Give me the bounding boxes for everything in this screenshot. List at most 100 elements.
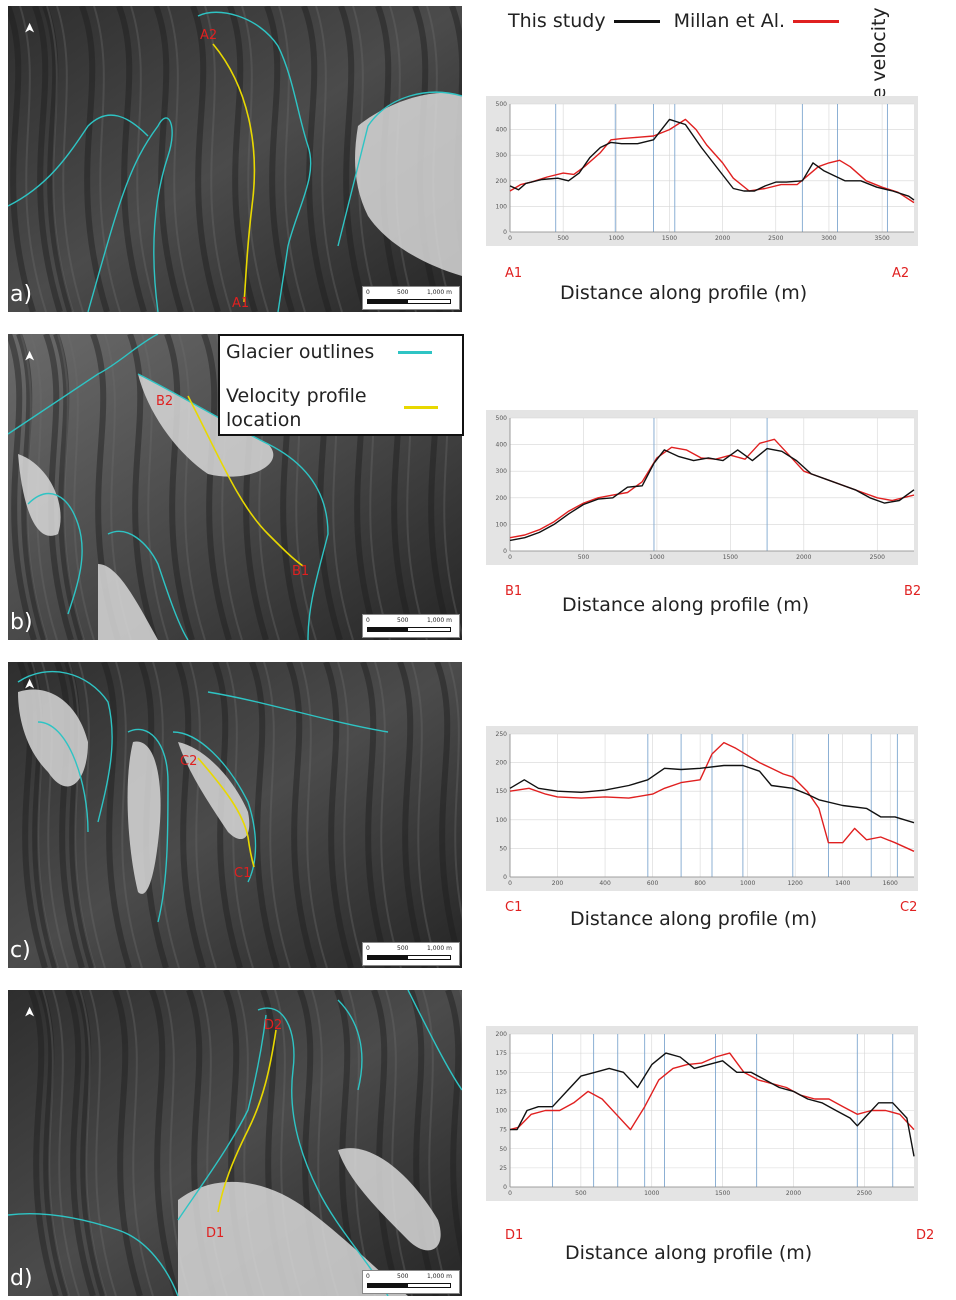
scale-bar: 0 500 1,000 m xyxy=(362,614,460,638)
snow-ice-area xyxy=(178,742,250,840)
x-tick-label: 2500 xyxy=(768,235,783,242)
scale-bar: 0 500 1,000 m xyxy=(362,286,460,310)
profile-end-label: A2 xyxy=(892,266,910,281)
terrain-ridge-light xyxy=(411,662,439,968)
scale-bar: 0 500 1,000 m xyxy=(362,1270,460,1294)
terrain-ridge-light xyxy=(52,990,80,1296)
y-tick-label: 200 xyxy=(496,760,508,767)
plot-area xyxy=(510,104,914,232)
scale-bar-white xyxy=(407,627,451,632)
terrain-ridge-light xyxy=(57,334,85,640)
x-tick-label: 3500 xyxy=(874,235,889,242)
terrain-ridge xyxy=(190,6,221,312)
y-tick-label: 500 xyxy=(496,415,508,422)
terrain-ridge xyxy=(32,6,63,312)
terrain-ridge-light xyxy=(42,990,70,1296)
profile-end-label: B2 xyxy=(904,584,922,599)
terrain-ridge xyxy=(149,990,180,1296)
terrain-ridge xyxy=(101,662,132,968)
x-tick-label: 2500 xyxy=(857,1190,872,1197)
terrain-ridge xyxy=(445,990,462,1267)
y-tick-label: 400 xyxy=(496,127,508,134)
glacier-outline xyxy=(8,1212,179,1296)
terrain-ridge-light xyxy=(46,6,74,312)
terrain-ridge xyxy=(79,6,110,312)
series-line-millan xyxy=(509,1052,915,1131)
series-line-millan xyxy=(509,118,915,204)
y-tick-label: 300 xyxy=(496,468,508,475)
glacier-outline xyxy=(127,728,169,923)
profile-start-label: A1 xyxy=(505,266,523,281)
x-tick-label: 1400 xyxy=(835,880,850,887)
x-tick-label: 500 xyxy=(557,235,569,242)
y-tick-label: 150 xyxy=(496,1069,508,1076)
y-tick-label: 75 xyxy=(499,1127,507,1134)
profile-end-label: D2 xyxy=(916,1228,935,1243)
x-tick-label: 800 xyxy=(694,880,706,887)
scale-bar-black xyxy=(367,955,407,960)
x-axis-label: Distance along profile (m) xyxy=(560,282,808,304)
glacier-outline xyxy=(337,91,462,247)
terrain-ridge xyxy=(264,6,295,312)
y-tick-label: 100 xyxy=(496,817,508,824)
terrain-ridge-light xyxy=(374,662,402,968)
x-tick-label: 1500 xyxy=(662,235,677,242)
terrain-ridge-light xyxy=(278,6,306,312)
terrain-ridge xyxy=(334,990,365,1296)
glacier-outline xyxy=(107,530,189,640)
satellite-map-d xyxy=(8,990,462,1296)
terrain-ridge-light xyxy=(79,990,107,1296)
snow-ice-area xyxy=(338,1148,441,1251)
y-tick-label: 100 xyxy=(496,1108,508,1115)
velocity-profile-line xyxy=(197,757,255,868)
y-tick-label: 400 xyxy=(496,442,508,449)
series-line-this-study xyxy=(509,447,915,542)
terrain-ridge xyxy=(301,6,332,312)
x-tick-label: 0 xyxy=(508,554,512,561)
x-tick-label: 1500 xyxy=(723,554,738,561)
glacier-outline xyxy=(137,373,329,640)
terrain-ridge xyxy=(127,334,158,640)
terrain-ridge xyxy=(64,662,95,968)
x-tick-label: 2000 xyxy=(786,1190,801,1197)
velocity-chart-b: 0 500 1000 1500 2000 2500 0 100 200 300 400 500 xyxy=(486,410,918,565)
y-tick-label: 150 xyxy=(496,788,508,795)
glacier-outline xyxy=(177,1014,267,1221)
series-line-this-study xyxy=(509,764,915,824)
terrain-ridge-light xyxy=(78,662,106,968)
scale-zero: 0 xyxy=(366,945,370,952)
glacier-outline xyxy=(172,731,257,883)
scale-mid: 500 xyxy=(397,617,409,624)
y-tick-label: 200 xyxy=(496,495,508,502)
terrain-ridge xyxy=(286,662,317,968)
terrain-ridge xyxy=(43,334,74,640)
scale-end: 1,000 m xyxy=(427,617,452,624)
glacier-outline xyxy=(27,493,83,615)
x-tick-label: 1500 xyxy=(715,1190,730,1197)
glacier-outline xyxy=(337,999,363,1091)
terrain-ridge-light xyxy=(448,662,462,921)
profile-end-label: C2 xyxy=(900,900,918,915)
map-legend-profile: Velocity profile location xyxy=(226,384,406,432)
scale-mid: 500 xyxy=(397,945,409,952)
terrain-ridge-light xyxy=(189,662,217,968)
legend-this-study-label: This study xyxy=(508,10,606,32)
snow-ice-area xyxy=(355,92,462,276)
terrain-ridge-light xyxy=(89,990,117,1296)
scale-mid: 500 xyxy=(397,1273,409,1280)
terrain-ridge-light xyxy=(300,662,328,968)
y-tick-label: 100 xyxy=(496,203,508,210)
terrain-ridge-light xyxy=(337,662,365,968)
series-line-this-study xyxy=(510,1052,915,1157)
terrain-ridge-light xyxy=(130,6,158,312)
y-tick-label: 125 xyxy=(496,1088,508,1095)
terrain-ridge xyxy=(227,6,258,312)
velocity-chart-d: 0 500 1000 1500 2000 2500 0 25 50 75 100 125 150 175 2… xyxy=(486,1026,918,1201)
terrain-ridge xyxy=(75,990,106,1296)
terrain-ridge-light xyxy=(115,662,143,968)
y-tick-label: 500 xyxy=(496,101,508,108)
x-tick-label: 3000 xyxy=(821,235,836,242)
terrain-ridge xyxy=(153,6,184,312)
glacier-outline xyxy=(37,721,89,833)
y-tick-label: 175 xyxy=(496,1050,508,1057)
